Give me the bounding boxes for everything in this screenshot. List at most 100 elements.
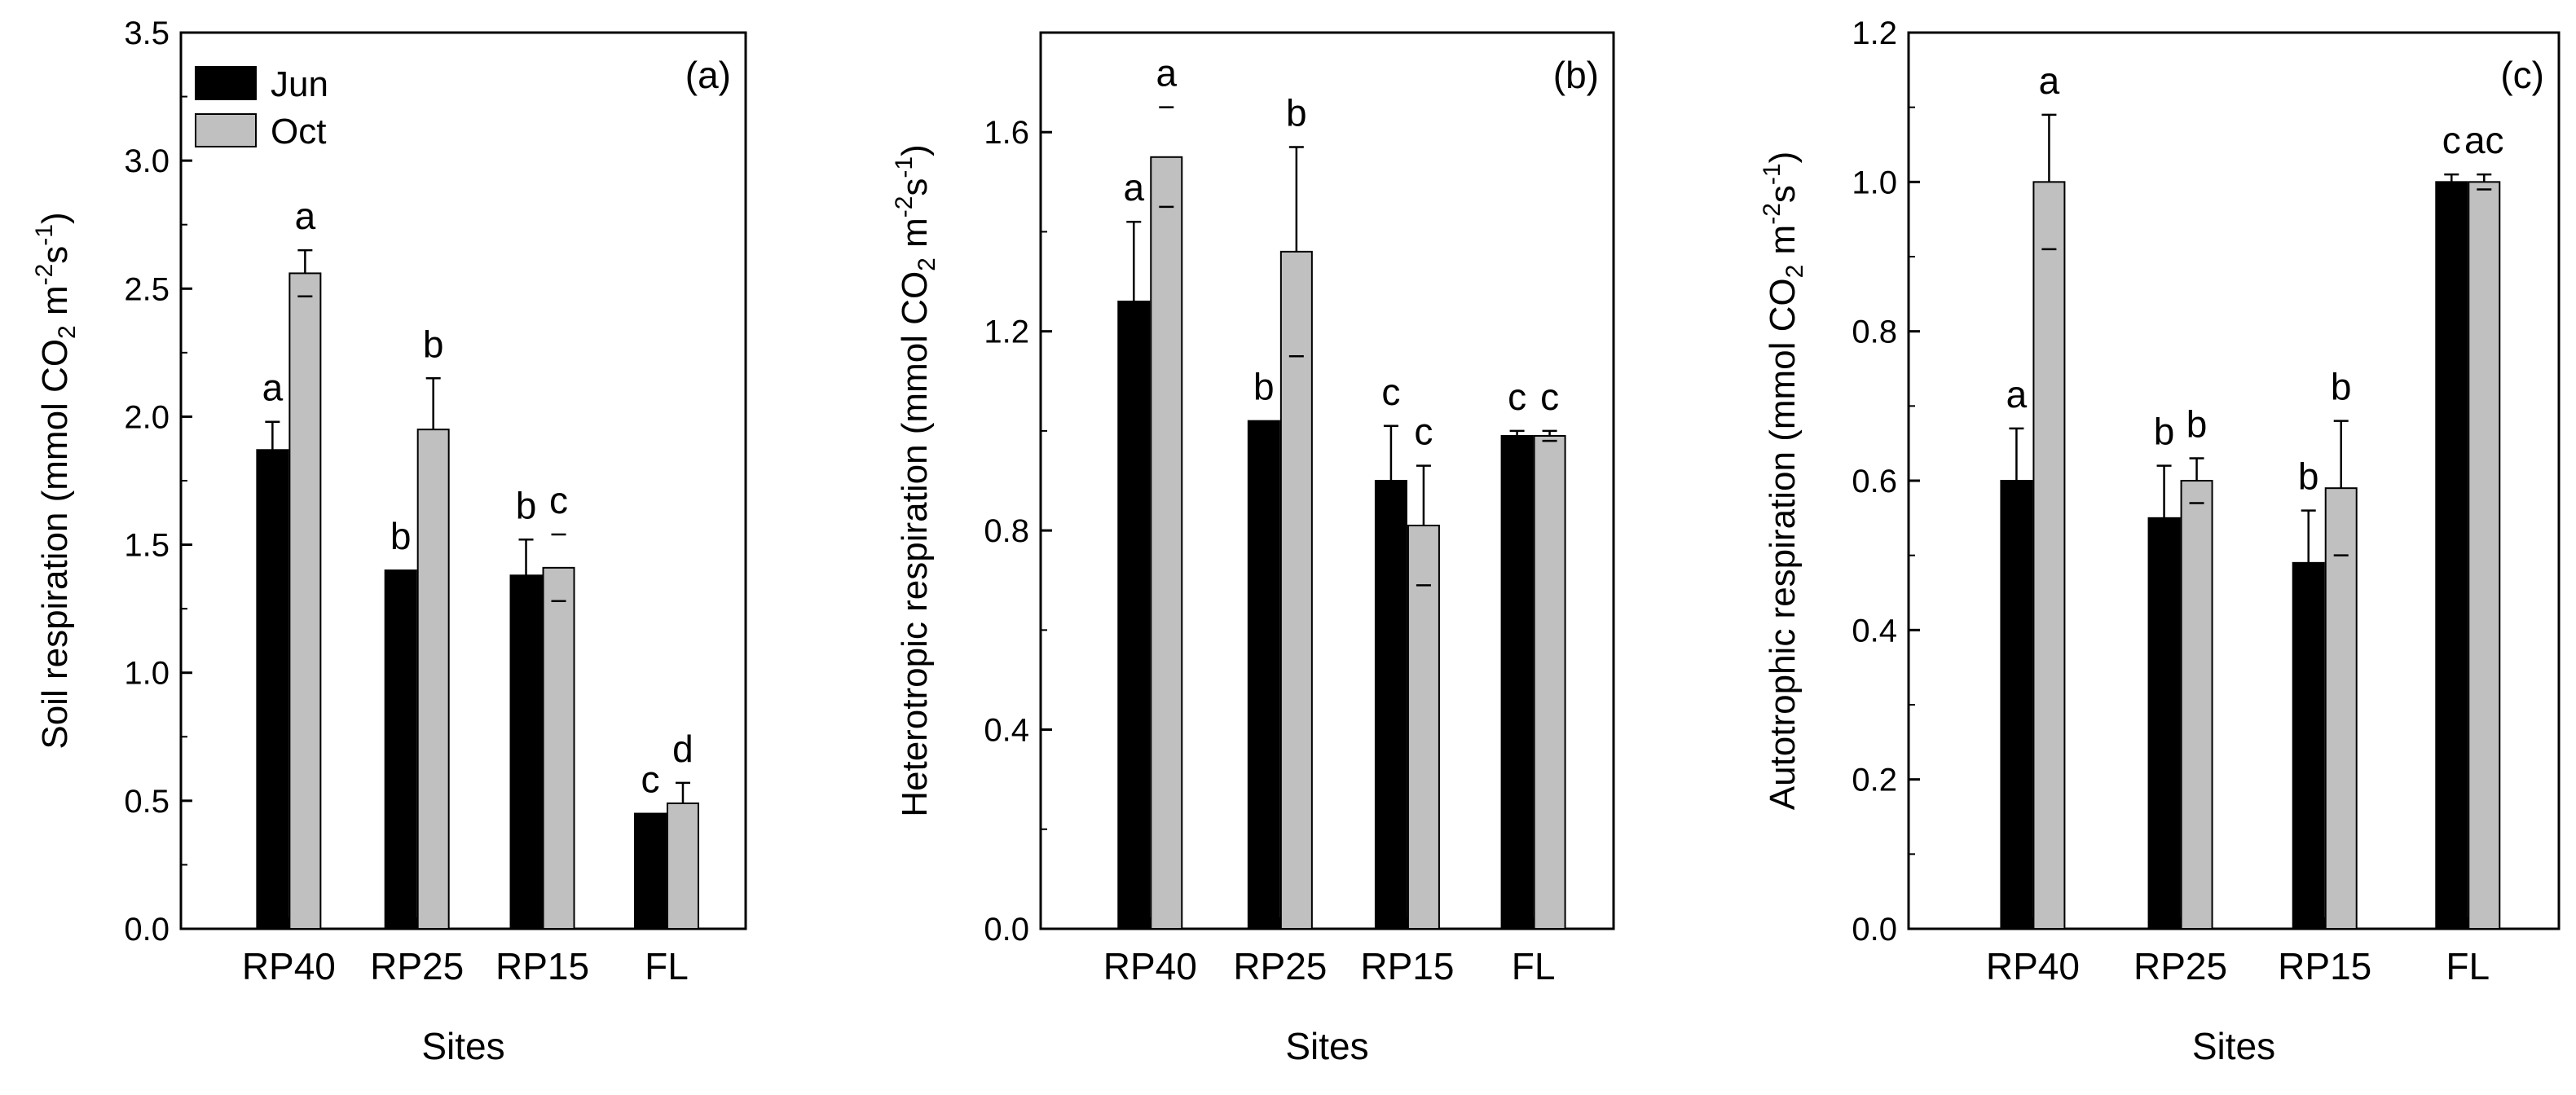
- y-axis-label-part: Soil respiration (mmol CO: [35, 339, 75, 750]
- y-axis-label-part: m: [1763, 225, 1803, 265]
- x-tick-label-rp15: RP15: [495, 945, 589, 987]
- significance-letter: b: [516, 484, 537, 526]
- y-axis-label: Soil respiration (mmol CO2 m-2s-1): [31, 212, 81, 749]
- bar-jun-fl: [633, 812, 667, 930]
- y-axis-label: Autotrophic respiration (mmol CO2 m-2s-1…: [1759, 152, 1808, 811]
- bar-jun-rp40: [1117, 301, 1151, 930]
- chart-panel-2: 0.0 0.4 0.8 1.2 1.6 Heterotropic respiration …: [891, 31, 1615, 1067]
- x-tick-label-rp25: RP25: [2133, 945, 2227, 987]
- x-tick-label-rp15: RP15: [1360, 945, 1454, 987]
- bar-jun-rp25: [384, 569, 417, 930]
- x-tick-label-rp25: RP25: [1233, 945, 1327, 987]
- y-tick-label: 0.0: [1852, 912, 1897, 948]
- bar-oct-rp25: [1279, 250, 1313, 930]
- chart-panel-1: 0.0 0.5 1.0 1.5 2.0 2.5 3.0 3.5 Soil respiration…: [31, 15, 747, 1067]
- x-tick-label-fl: FL: [645, 945, 689, 987]
- y-tick-label: 1.2: [984, 314, 1029, 350]
- significance-letter: d: [672, 728, 694, 770]
- y-tick-label: 0.0: [984, 912, 1029, 948]
- y-axis-label-part: -1: [891, 156, 918, 178]
- y-axis-label-part: -2: [1759, 203, 1786, 225]
- y-axis-label-part: s: [895, 178, 935, 196]
- bar-oct-rp25: [416, 429, 450, 930]
- significance-letter: c: [1540, 376, 1559, 418]
- y-axis-label-part: Heterotropic respiration (mmol CO: [895, 271, 935, 817]
- y-axis-label-part: -1: [1759, 163, 1786, 185]
- y-tick-label: 0.0: [124, 912, 170, 948]
- significance-letter: c: [1381, 371, 1400, 413]
- significance-letter: b: [423, 323, 444, 365]
- y-axis-label-part: m: [895, 218, 935, 257]
- bar-jun-rp40: [256, 449, 289, 930]
- significance-letter: a: [2039, 59, 2060, 102]
- y-axis-label-part: Autotrophic respiration (mmol CO: [1763, 278, 1803, 810]
- bar-oct-fl: [1533, 435, 1566, 930]
- significance-letter: a: [295, 195, 316, 237]
- legend-label-jun: Jun: [271, 64, 328, 104]
- significance-letter: b: [2154, 411, 2175, 453]
- bar-oct-rp15: [542, 566, 575, 930]
- bar-oct-fl: [2468, 181, 2501, 930]
- x-tick-label-rp25: RP25: [370, 945, 464, 987]
- bar-oct-rp15: [2324, 487, 2358, 930]
- bar-jun-rp25: [2147, 517, 2181, 930]
- y-tick-label: 1.2: [1852, 15, 1897, 51]
- y-axis-label-part: ): [35, 212, 75, 224]
- y-tick-label: 0.6: [1852, 464, 1897, 499]
- x-tick-label-fl: FL: [1512, 945, 1556, 987]
- significance-letter: a: [262, 367, 284, 409]
- y-tick-label: 0.4: [984, 713, 1029, 749]
- significance-letter: a: [1156, 52, 1177, 95]
- bar-oct-rp40: [1150, 156, 1183, 930]
- panel-label: (a): [685, 54, 731, 96]
- x-tick-label-rp40: RP40: [1103, 945, 1197, 987]
- significance-letter: c: [1414, 411, 1433, 453]
- y-axis-label-part: 2: [914, 257, 940, 271]
- significance-letter: c: [2442, 119, 2461, 161]
- y-tick-label: 1.0: [124, 656, 170, 692]
- bar-jun-fl: [2435, 181, 2468, 930]
- bar-oct-rp15: [1407, 525, 1440, 930]
- significance-letter: a: [2006, 373, 2028, 416]
- significance-letter: b: [1253, 366, 1275, 408]
- y-axis-label-part: m: [35, 285, 75, 325]
- bar-oct-rp25: [2180, 480, 2213, 930]
- bar-jun-rp25: [1247, 420, 1280, 930]
- bar-jun-rp15: [1374, 480, 1407, 930]
- x-tick-label-rp40: RP40: [242, 945, 336, 987]
- y-axis-label: Heterotropic respiration (mmol CO2 m-2s-…: [891, 144, 940, 817]
- panel-label: (b): [1553, 54, 1599, 96]
- legend-swatch-oct: [195, 113, 257, 147]
- bar-oct-fl: [666, 803, 699, 930]
- x-tick-label-rp40: RP40: [1986, 945, 2080, 987]
- y-tick-label: 2.5: [124, 271, 170, 307]
- bar-jun-fl: [1500, 435, 1534, 930]
- y-axis-label-part: -1: [31, 224, 58, 246]
- significance-letter: b: [2298, 455, 2319, 498]
- chart-panel-3: 0.0 0.2 0.4 0.6 0.8 1.0 1.2 Autotrophic respira…: [1759, 15, 2561, 1067]
- significance-letter: c: [641, 759, 659, 801]
- bar-jun-rp15: [2292, 561, 2325, 930]
- significance-letter: b: [1286, 92, 1307, 134]
- significance-letter: ac: [2464, 119, 2504, 161]
- legend-swatch-jun: [195, 66, 257, 100]
- y-tick-label: 0.4: [1852, 613, 1897, 649]
- y-axis-label-part: s: [35, 246, 75, 264]
- significance-letter: b: [2331, 366, 2352, 408]
- y-axis-label-part: 2: [54, 325, 81, 339]
- y-tick-label: 0.5: [124, 784, 170, 820]
- significance-letter: c: [1508, 376, 1526, 418]
- y-tick-label: 1.0: [1852, 165, 1897, 200]
- x-tick-label-rp15: RP15: [2278, 945, 2371, 987]
- plot-frame: [1039, 31, 1615, 930]
- bar-jun-rp40: [2000, 480, 2033, 930]
- legend-label-oct: Oct: [271, 112, 326, 152]
- y-axis-label-part: -2: [891, 196, 918, 218]
- significance-letter: c: [549, 479, 568, 521]
- bar-jun-rp15: [509, 574, 543, 930]
- significance-letter: b: [2186, 403, 2208, 446]
- significance-letter: a: [1123, 166, 1144, 209]
- x-axis-label: Sites: [2192, 1025, 2275, 1067]
